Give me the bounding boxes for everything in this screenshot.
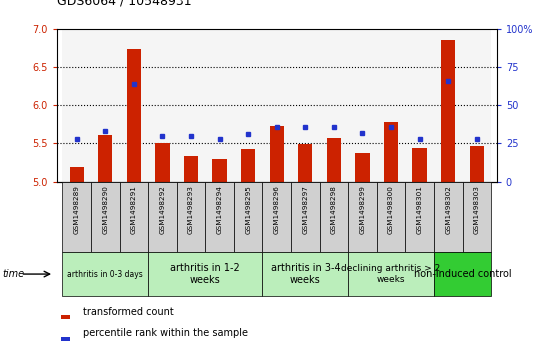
Bar (212, 159, 227, 182)
Bar (327, 138, 341, 182)
Text: GSM1498292: GSM1498292 (159, 185, 165, 234)
Bar (127, 49, 141, 182)
Bar (156, 143, 170, 182)
Bar (148, 252, 262, 296)
Bar (348, 182, 377, 252)
Text: GSM1498303: GSM1498303 (474, 185, 480, 234)
Bar (91, 182, 119, 252)
Text: GSM1498301: GSM1498301 (417, 185, 423, 234)
Bar (470, 146, 484, 182)
Bar (61, 315, 70, 319)
Bar (269, 126, 284, 182)
Text: arthritis in 3-4
weeks: arthritis in 3-4 weeks (271, 263, 340, 285)
Bar (91, 29, 119, 182)
Bar (320, 182, 348, 252)
Bar (298, 144, 313, 182)
Bar (205, 29, 234, 182)
Text: percentile rank within the sample: percentile rank within the sample (83, 329, 248, 338)
Bar (384, 122, 398, 182)
Bar (434, 252, 491, 296)
Bar (320, 29, 348, 182)
Text: GSM1498300: GSM1498300 (388, 185, 394, 234)
Bar (63, 252, 148, 296)
Text: arthritis in 1-2
weeks: arthritis in 1-2 weeks (171, 263, 240, 285)
Bar (291, 182, 320, 252)
Text: GSM1498294: GSM1498294 (217, 185, 222, 234)
Bar (462, 29, 491, 182)
Bar (205, 182, 234, 252)
Text: GSM1498291: GSM1498291 (131, 185, 137, 234)
Bar (262, 182, 291, 252)
Bar (148, 182, 177, 252)
Bar (462, 182, 491, 252)
Bar (184, 156, 198, 182)
Text: declining arthritis > 2
weeks: declining arthritis > 2 weeks (341, 264, 441, 284)
Bar (241, 149, 255, 182)
Text: GSM1498293: GSM1498293 (188, 185, 194, 234)
Bar (70, 167, 84, 182)
Bar (119, 29, 148, 182)
Bar (98, 135, 112, 182)
Bar (63, 182, 91, 252)
Text: GSM1498296: GSM1498296 (274, 185, 280, 234)
Bar (234, 182, 262, 252)
Bar (61, 337, 70, 341)
Bar (119, 182, 148, 252)
Text: arthritis in 0-3 days: arthritis in 0-3 days (68, 270, 143, 278)
Bar (406, 182, 434, 252)
Bar (434, 182, 462, 252)
Bar (262, 29, 291, 182)
Bar (63, 29, 91, 182)
Text: GSM1498299: GSM1498299 (360, 185, 366, 234)
Bar (434, 29, 462, 182)
Bar (348, 29, 377, 182)
Text: GSM1498290: GSM1498290 (102, 185, 109, 234)
Text: GSM1498298: GSM1498298 (331, 185, 337, 234)
Text: GSM1498289: GSM1498289 (73, 185, 80, 234)
Bar (148, 29, 177, 182)
Text: transformed count: transformed count (83, 307, 174, 317)
Bar (348, 252, 434, 296)
Bar (262, 252, 348, 296)
Text: GSM1498295: GSM1498295 (245, 185, 251, 234)
Bar (291, 29, 320, 182)
Bar (177, 182, 205, 252)
Text: GDS6064 / 10548931: GDS6064 / 10548931 (57, 0, 191, 7)
Bar (406, 29, 434, 182)
Bar (377, 29, 406, 182)
Text: non-induced control: non-induced control (414, 269, 511, 279)
Text: GSM1498297: GSM1498297 (302, 185, 308, 234)
Bar (234, 29, 262, 182)
Text: time: time (3, 269, 25, 279)
Bar (355, 153, 369, 182)
Bar (441, 40, 455, 182)
Bar (377, 182, 406, 252)
Text: GSM1498302: GSM1498302 (445, 185, 451, 234)
Bar (177, 29, 205, 182)
Bar (413, 148, 427, 182)
